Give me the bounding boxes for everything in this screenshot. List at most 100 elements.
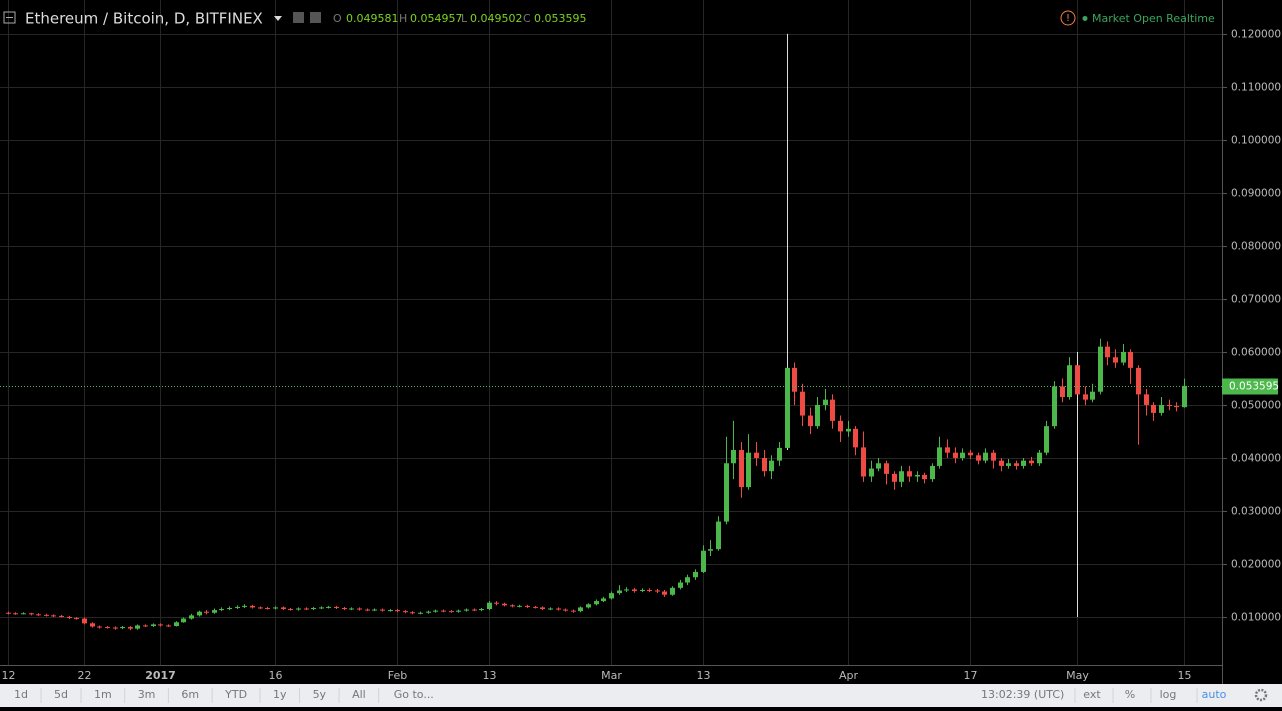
candle-body — [991, 452, 996, 461]
candle-body — [785, 367, 790, 448]
option-button[interactable]: ext — [1083, 688, 1101, 701]
candle-body — [342, 607, 347, 610]
candle-body — [158, 624, 163, 626]
range-button[interactable]: 3m — [138, 688, 156, 701]
range-button[interactable]: 1m — [94, 688, 112, 701]
candle-body — [1128, 351, 1133, 368]
candle-body — [670, 587, 675, 595]
y-tick-label: 0.090000 — [1231, 188, 1281, 200]
range-button[interactable]: 1y — [273, 688, 287, 701]
candle-body — [74, 618, 79, 620]
candle-body — [769, 460, 774, 472]
candle-body — [594, 601, 599, 605]
warning-mark: ! — [1066, 13, 1070, 24]
eye-icon[interactable] — [293, 12, 304, 23]
candle-body — [36, 614, 41, 616]
candle-body — [731, 450, 736, 464]
candle-body — [204, 611, 209, 613]
candle-body — [6, 612, 11, 614]
warning-icon[interactable] — [1060, 10, 1076, 26]
candle-body — [29, 613, 34, 615]
option-button[interactable]: % — [1125, 688, 1135, 701]
candle-body — [143, 625, 148, 627]
candle-body — [166, 625, 171, 627]
market-status: Market Open Realtime — [1092, 12, 1215, 25]
range-button[interactable]: All — [352, 688, 366, 701]
y-tick-label: 0.050000 — [1231, 400, 1281, 412]
y-tick-label: 0.040000 — [1231, 453, 1281, 465]
candle-body — [479, 609, 484, 611]
candle-body — [533, 606, 538, 608]
y-tick-label: 0.010000 — [1231, 612, 1281, 624]
candle-body — [113, 627, 118, 629]
candle-body — [181, 618, 186, 623]
candle-body — [571, 610, 576, 612]
ohlc: O 0.049581 H 0.054957 L 0.049502 C 0.053… — [333, 12, 587, 25]
symbol-title[interactable]: Ethereum / Bitcoin, D, BITFINEX — [25, 10, 263, 28]
candle-body — [624, 589, 629, 591]
candle-body — [808, 415, 813, 427]
candle-body — [67, 616, 72, 619]
candle-body — [762, 457, 767, 472]
candle-body — [586, 604, 591, 608]
candle-body — [1098, 346, 1103, 392]
candle-body — [1044, 426, 1049, 453]
candle-body — [403, 611, 408, 613]
candle-body — [219, 609, 224, 611]
candle-body — [1136, 367, 1141, 395]
y-tick-label: 0.060000 — [1231, 347, 1281, 359]
candle-body — [632, 589, 637, 592]
y-tick-label: 0.120000 — [1231, 29, 1281, 41]
candle-body — [1182, 385, 1187, 408]
range-button[interactable]: 6m — [181, 688, 199, 701]
x-tick-label: 13 — [483, 669, 497, 682]
candle-body — [357, 608, 362, 610]
candle-body — [326, 606, 331, 608]
candle-body — [273, 607, 278, 609]
candle-body — [281, 607, 286, 610]
candle-body — [418, 612, 423, 614]
range-button[interactable]: YTD — [224, 688, 247, 701]
collapse-icon[interactable] — [3, 11, 16, 24]
candle-body — [1014, 463, 1019, 466]
candle-body — [617, 590, 622, 594]
candle-body — [151, 624, 156, 626]
x-tick-label: 17 — [964, 669, 978, 682]
candle-body — [265, 607, 270, 609]
candle-body — [105, 627, 110, 629]
ohlc-value: 0.049581 — [346, 12, 399, 25]
candle-body — [1159, 404, 1164, 413]
dropdown-arrow[interactable] — [274, 16, 282, 21]
range-button[interactable]: 1d — [14, 688, 28, 701]
candle-body — [739, 450, 744, 488]
candle-body — [830, 399, 835, 421]
option-button[interactable]: log — [1160, 688, 1177, 701]
candle-body — [82, 618, 87, 624]
candle-body — [517, 605, 522, 607]
option-button[interactable]: auto — [1202, 688, 1227, 701]
candle-body — [1113, 357, 1118, 363]
candle-body — [892, 473, 897, 482]
candle-body — [197, 611, 202, 616]
goto-button[interactable]: Go to... — [394, 688, 434, 701]
range-button[interactable]: 5y — [313, 688, 327, 701]
y-tick-label: 0.100000 — [1231, 135, 1281, 147]
candle-body — [640, 589, 645, 592]
settings-gear[interactable] — [1254, 688, 1268, 702]
candle-body — [1174, 406, 1179, 408]
range-button[interactable]: 5d — [54, 688, 68, 701]
candle-body — [311, 607, 316, 610]
candle-body — [349, 608, 354, 610]
candles — [0, 33, 1222, 631]
candle-body — [846, 428, 851, 432]
candle-body — [609, 593, 614, 599]
candle-body — [678, 582, 683, 588]
candle-body — [1060, 386, 1065, 398]
candle-body — [304, 608, 309, 610]
settings-icon[interactable] — [310, 12, 321, 23]
candle-body — [296, 608, 301, 610]
candle-body — [1021, 460, 1026, 466]
candle-body — [647, 589, 652, 591]
candle-body — [815, 404, 820, 427]
